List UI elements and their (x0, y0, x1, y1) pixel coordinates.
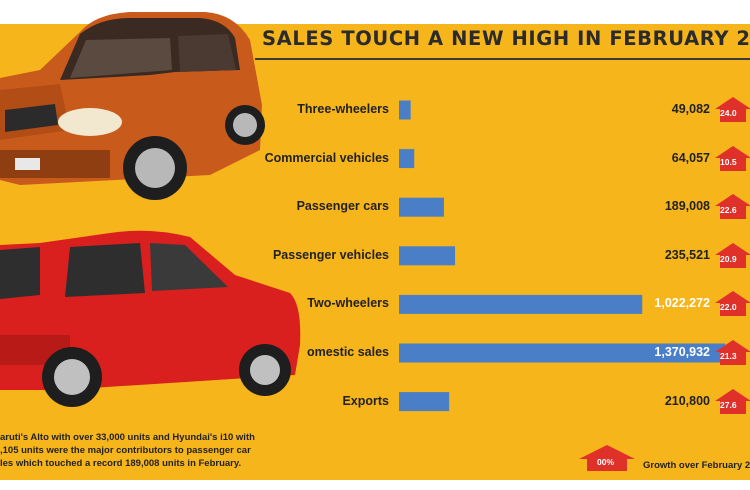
caption-line: ,105 units were the major contributors t… (0, 445, 251, 456)
category-label: Passenger cars (296, 199, 389, 214)
caption-line: aruti's Alto with over 33,000 units and … (0, 432, 255, 443)
category-label: Commercial vehicles (264, 150, 389, 165)
legend-growth-arrow-icon: 00% (579, 445, 635, 471)
legend-text: Growth over February 2 (643, 460, 750, 471)
value-label: 1,370,932 (654, 345, 710, 359)
chart-title: SALES TOUCH A NEW HIGH IN FEBRUARY 2 (262, 27, 750, 50)
category-label: Three-wheelers (297, 102, 389, 116)
bar-passenger-vehicles (399, 246, 456, 266)
growth-arrow-icon: 22.6 (715, 194, 750, 220)
legend-badge-label: 00% (597, 457, 615, 467)
growth-value: 22.6 (720, 205, 737, 216)
growth-arrow-icon: 24.0 (715, 97, 750, 122)
category-label: Exports (342, 393, 389, 408)
growth-arrow-icon: 10.5 (715, 145, 750, 171)
growth-value: 24.0 (720, 108, 737, 118)
growth-value: 22.0 (720, 302, 737, 313)
growth-arrow-icon: 27.6 (715, 388, 750, 414)
title-underline (255, 58, 750, 60)
orange-car-image (0, 12, 265, 200)
growth-arrow-icon: 22.0 (715, 291, 750, 317)
value-label: 64,057 (671, 150, 710, 165)
value-label: 1,022,272 (654, 296, 710, 311)
caption: aruti's Alto with over 33,000 units and … (0, 431, 300, 470)
growth-value: 20.9 (720, 253, 737, 264)
bar-two-wheelers (399, 294, 643, 314)
bar-exports (399, 392, 450, 412)
bar-omestic-sales (399, 343, 726, 363)
growth-value: 27.6 (720, 399, 737, 410)
caption-line: les which touched a record 189,008 units… (0, 458, 242, 469)
bar-commercial-vehicles (399, 149, 415, 169)
growth-value: 10.5 (720, 156, 737, 167)
value-label: 189,008 (664, 199, 710, 214)
bar-passenger-cars (399, 197, 444, 217)
value-label: 49,082 (671, 102, 710, 116)
growth-arrow-icon: 21.3 (715, 340, 750, 365)
value-label: 235,521 (664, 247, 710, 262)
bar-three-wheelers (399, 100, 411, 120)
category-label: omestic sales (307, 345, 389, 359)
growth-arrow-icon: 20.9 (715, 242, 750, 268)
value-label: 210,800 (664, 393, 710, 408)
category-label: Two-wheelers (307, 296, 389, 311)
category-label: Passenger vehicles (272, 247, 389, 262)
growth-value: 21.3 (720, 351, 737, 361)
red-car-image (0, 230, 301, 407)
